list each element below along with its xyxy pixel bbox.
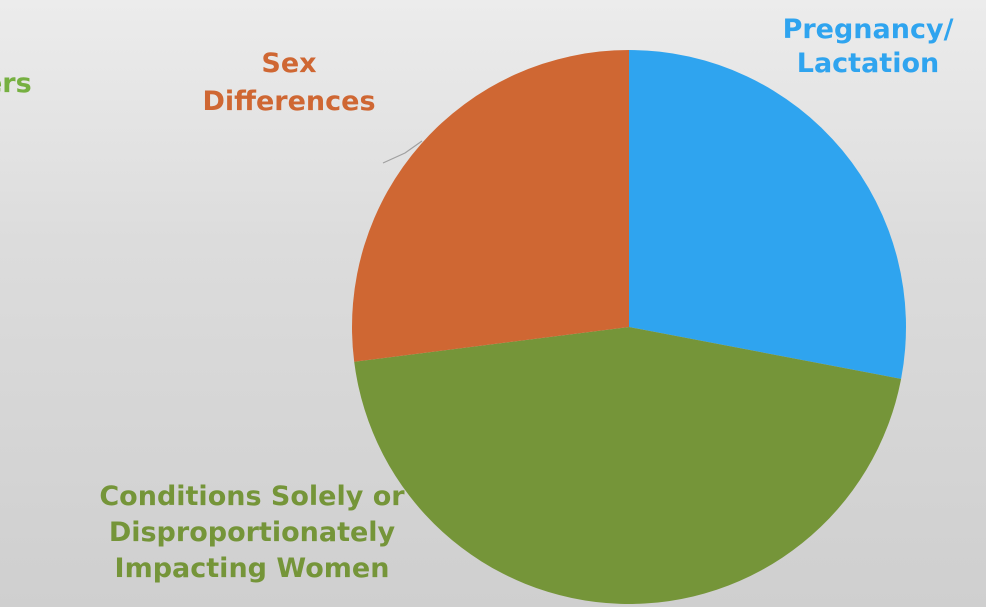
slice-label-line: Lactation [797, 48, 940, 79]
slice-label-line: Disproportionately [109, 517, 396, 548]
cut-off-label: ers [0, 68, 32, 99]
slice-label-line: Conditions Solely or [99, 481, 405, 512]
pie-slice-2 [354, 327, 902, 604]
slice-label-1: Pregnancy/Lactation [783, 14, 954, 79]
slice-label-line: Sex [261, 48, 316, 79]
pie-slice-1 [629, 50, 906, 379]
pie-slice-3 [351, 50, 629, 362]
slice-label-line: Pregnancy/ [783, 14, 954, 45]
slice-labels: Pregnancy/Lactation Conditions Solely or D… [99, 14, 953, 584]
slice-label-3: Sex Differences [202, 48, 375, 117]
slice-label-2: Conditions Solely or Disproportionately Im… [99, 481, 405, 584]
leader-line [382, 140, 423, 164]
slice-label-line: Impacting Women [115, 553, 390, 584]
pie-slices [351, 50, 906, 604]
slice-label-line: Differences [202, 86, 375, 117]
